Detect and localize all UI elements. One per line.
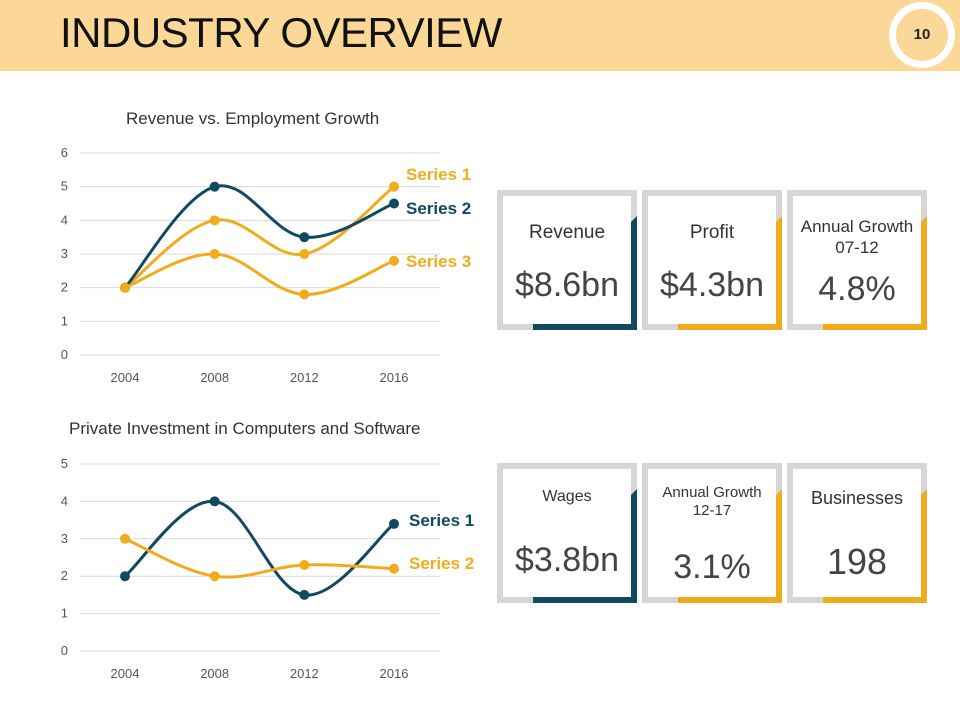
chart2-title: Private Investment in Computers and Soft…	[69, 419, 421, 438]
series-label: Series 2	[409, 554, 474, 573]
stat-card-annual-growth-12-17: Annual Growth 12-17 3.1%	[642, 463, 782, 603]
series-line	[124, 537, 395, 579]
stat-card-revenue: Revenue $8.6bn	[497, 190, 637, 330]
card-accent	[533, 489, 637, 603]
x-tick-label: 2016	[380, 666, 409, 681]
stat-value: $8.6bn	[515, 266, 619, 304]
data-point	[209, 215, 220, 226]
y-tick-label: 3	[61, 531, 68, 546]
data-point	[209, 496, 220, 507]
data-point	[389, 181, 399, 192]
series-line	[123, 184, 395, 289]
y-tick-label: 2	[61, 568, 68, 583]
y-tick-label: 5	[61, 179, 68, 194]
data-point	[209, 571, 220, 582]
y-tick-label: 1	[61, 606, 68, 621]
y-tick-label: 2	[61, 280, 68, 295]
series-label: Series 3	[406, 252, 471, 271]
x-tick-label: 2016	[380, 370, 409, 385]
stat-value: $4.3bn	[660, 266, 764, 304]
data-point	[299, 289, 310, 300]
stat-label: Wages	[542, 488, 592, 505]
y-tick-label: 0	[61, 643, 68, 658]
stat-label: Annual Growth 12-17	[662, 484, 762, 519]
y-tick-label: 6	[61, 145, 68, 160]
page-title: INDUSTRY OVERVIEW	[60, 9, 502, 56]
stat-card-wages: Wages $3.8bn	[497, 463, 637, 603]
stat-value: 198	[826, 541, 888, 582]
data-point	[299, 559, 310, 570]
y-tick-label: 5	[61, 456, 68, 471]
x-tick-label: 2008	[200, 666, 229, 681]
stat-card-annual-growth-07-12: Annual Growth 07-12 4.8%	[787, 190, 927, 330]
stat-label: Businesses	[810, 488, 904, 508]
page-number: 10	[896, 9, 948, 61]
stat-value: $3.8bn	[515, 541, 619, 579]
data-point	[389, 255, 399, 266]
header-bar: INDUSTRY OVERVIEW 10	[0, 0, 960, 71]
data-point	[120, 533, 130, 544]
series-label: Series 1	[409, 511, 474, 530]
data-point	[389, 198, 399, 209]
stat-label: Revenue	[528, 222, 606, 243]
card-accent	[678, 216, 782, 330]
card-accent	[533, 216, 637, 330]
stat-card-profit: Profit $4.3bn	[642, 190, 782, 330]
data-point	[299, 589, 310, 600]
data-point	[299, 232, 310, 243]
stat-value: 4.8%	[818, 270, 896, 308]
x-tick-label: 2012	[290, 370, 319, 385]
y-tick-label: 1	[61, 313, 68, 328]
chart1-title: Revenue vs. Employment Growth	[126, 109, 380, 128]
x-tick-label: 2012	[290, 666, 319, 681]
data-point	[389, 518, 399, 529]
data-point	[299, 249, 310, 259]
stat-value: 3.1%	[673, 548, 751, 586]
x-tick-label: 2008	[200, 370, 229, 385]
y-tick-label: 3	[61, 246, 68, 261]
y-tick-label: 4	[61, 493, 68, 508]
card-accent	[823, 216, 927, 330]
stat-label: Annual Growth 07-12	[800, 217, 914, 257]
stat-label: Profit	[689, 222, 735, 243]
data-point	[209, 181, 220, 192]
data-point	[120, 571, 130, 582]
y-tick-label: 0	[61, 347, 68, 362]
series-label: Series 2	[406, 199, 471, 218]
data-point	[209, 249, 220, 259]
x-tick-label: 2004	[111, 370, 140, 385]
data-point	[120, 282, 130, 293]
x-tick-label: 2004	[111, 666, 140, 681]
series-label: Series 1	[406, 165, 471, 184]
data-point	[389, 563, 399, 574]
y-tick-label: 4	[61, 212, 68, 227]
stat-card-businesses: Businesses 198	[787, 463, 927, 603]
page-number-badge: 10	[889, 2, 955, 68]
series-line	[124, 252, 395, 296]
series-line	[124, 499, 395, 597]
